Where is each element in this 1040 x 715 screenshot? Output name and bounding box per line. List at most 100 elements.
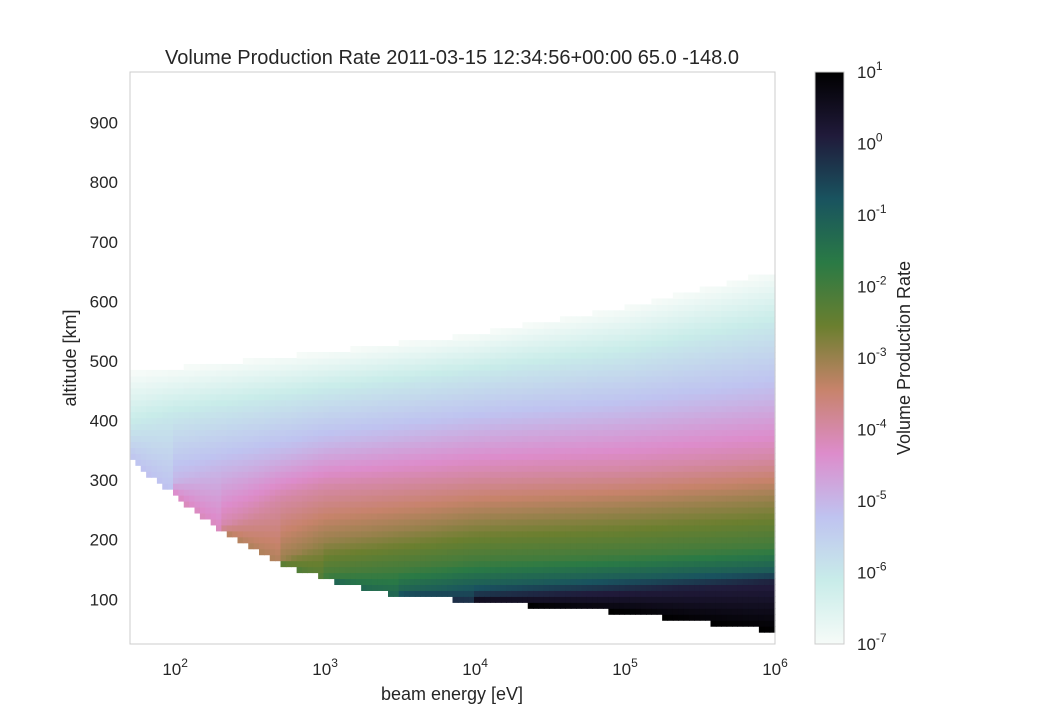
heatmap-cell xyxy=(721,578,728,586)
heatmap-cell xyxy=(549,363,556,371)
heatmap-cell xyxy=(764,459,771,466)
heatmap-cell xyxy=(560,506,566,514)
heatmap-cell xyxy=(726,489,733,496)
heatmap-cell xyxy=(463,381,470,389)
heatmap-cell xyxy=(549,334,556,341)
chart-title: Volume Production Rate 2011-03-15 12:34:… xyxy=(165,47,739,69)
heatmap-cell xyxy=(441,483,448,490)
heatmap-cell xyxy=(581,489,588,496)
heatmap-cell xyxy=(581,441,588,448)
heatmap-cell xyxy=(506,471,513,478)
heatmap-cell xyxy=(414,405,421,413)
heatmap-cell xyxy=(275,495,282,502)
heatmap-cell xyxy=(355,441,362,448)
heatmap-cell xyxy=(275,405,282,413)
heatmap-cells xyxy=(130,274,776,633)
heatmap-cell xyxy=(216,405,222,413)
heatmap-cell xyxy=(183,411,190,419)
heatmap-cell xyxy=(404,435,411,443)
heatmap-cell xyxy=(517,423,523,431)
heatmap-cell xyxy=(764,447,771,454)
heatmap-cell xyxy=(597,423,604,431)
heatmap-cell xyxy=(452,501,459,508)
heatmap-cell xyxy=(194,501,201,508)
heatmap-cell xyxy=(608,536,615,544)
heatmap-cell xyxy=(436,542,443,550)
heatmap-cell xyxy=(264,441,271,448)
heatmap-cell xyxy=(694,340,701,347)
heatmap-cell xyxy=(689,590,695,597)
heatmap-cell xyxy=(597,429,604,437)
heatmap-cell xyxy=(393,501,400,508)
heatmap-cell xyxy=(355,465,362,472)
heatmap-cell xyxy=(705,483,712,490)
heatmap-cell xyxy=(463,506,470,514)
heatmap-cell xyxy=(554,358,561,365)
heatmap-cell xyxy=(253,411,260,419)
heatmap-cell xyxy=(662,423,669,431)
heatmap-cell xyxy=(554,501,561,508)
heatmap-cell xyxy=(398,417,405,425)
heatmap-cell xyxy=(576,554,583,562)
heatmap-cell xyxy=(737,447,744,454)
heatmap-cell xyxy=(694,393,701,401)
heatmap-cell xyxy=(302,399,308,407)
heatmap-cell xyxy=(527,506,534,514)
heatmap-cell xyxy=(629,608,636,615)
heatmap-cell xyxy=(613,471,620,478)
heatmap-cell xyxy=(592,340,599,347)
heatmap-cell xyxy=(726,393,733,401)
heatmap-cell xyxy=(640,346,647,353)
heatmap-cell xyxy=(323,501,330,508)
heatmap-cell xyxy=(710,322,717,329)
heatmap-cell xyxy=(624,554,631,562)
heatmap-cell xyxy=(146,459,153,466)
heatmap-cell xyxy=(130,435,136,443)
heatmap-cell xyxy=(629,322,636,329)
heatmap-cell xyxy=(543,506,550,514)
heatmap-cell xyxy=(436,501,443,508)
heatmap-cell xyxy=(651,548,658,556)
heatmap-cell xyxy=(441,542,448,550)
heatmap-cell xyxy=(646,548,652,556)
heatmap-cell xyxy=(565,405,572,413)
heatmap-cell xyxy=(371,512,378,520)
heatmap-cell xyxy=(302,566,308,574)
heatmap-cell xyxy=(517,471,523,478)
heatmap-cell xyxy=(527,489,534,496)
heatmap-cell xyxy=(624,590,631,597)
heatmap-cell xyxy=(543,542,550,550)
heatmap-cell xyxy=(350,477,357,484)
heatmap-cell xyxy=(576,572,583,580)
heatmap-cell xyxy=(151,411,158,419)
heatmap-cell xyxy=(431,459,437,466)
heatmap-cell xyxy=(689,399,695,407)
heatmap-cell xyxy=(167,453,174,460)
heatmap-cell xyxy=(613,518,620,526)
heatmap-cell xyxy=(522,417,529,425)
heatmap-cell xyxy=(447,578,454,586)
heatmap-cell xyxy=(500,566,507,574)
heatmap-cell xyxy=(565,524,572,532)
heatmap-cell xyxy=(323,524,330,532)
heatmap-cell xyxy=(667,471,674,478)
heatmap-cell xyxy=(178,405,185,413)
heatmap-cell xyxy=(511,530,518,538)
heatmap-cell xyxy=(350,346,357,353)
heatmap-cell xyxy=(608,542,615,550)
heatmap-cell xyxy=(479,459,486,466)
heatmap-cell xyxy=(732,506,738,514)
heatmap-cell xyxy=(683,417,690,425)
heatmap-cell xyxy=(275,441,282,448)
heatmap-cell xyxy=(328,387,335,395)
heatmap-cell xyxy=(565,566,572,574)
heatmap-cell xyxy=(302,501,308,508)
heatmap-cell xyxy=(388,381,394,389)
heatmap-cell xyxy=(285,536,292,544)
heatmap-cell xyxy=(269,358,276,365)
heatmap-cell xyxy=(398,363,405,371)
heatmap-cell xyxy=(495,387,502,395)
heatmap-cell xyxy=(678,489,685,496)
heatmap-cell xyxy=(651,304,658,311)
heatmap-cell xyxy=(554,602,561,609)
